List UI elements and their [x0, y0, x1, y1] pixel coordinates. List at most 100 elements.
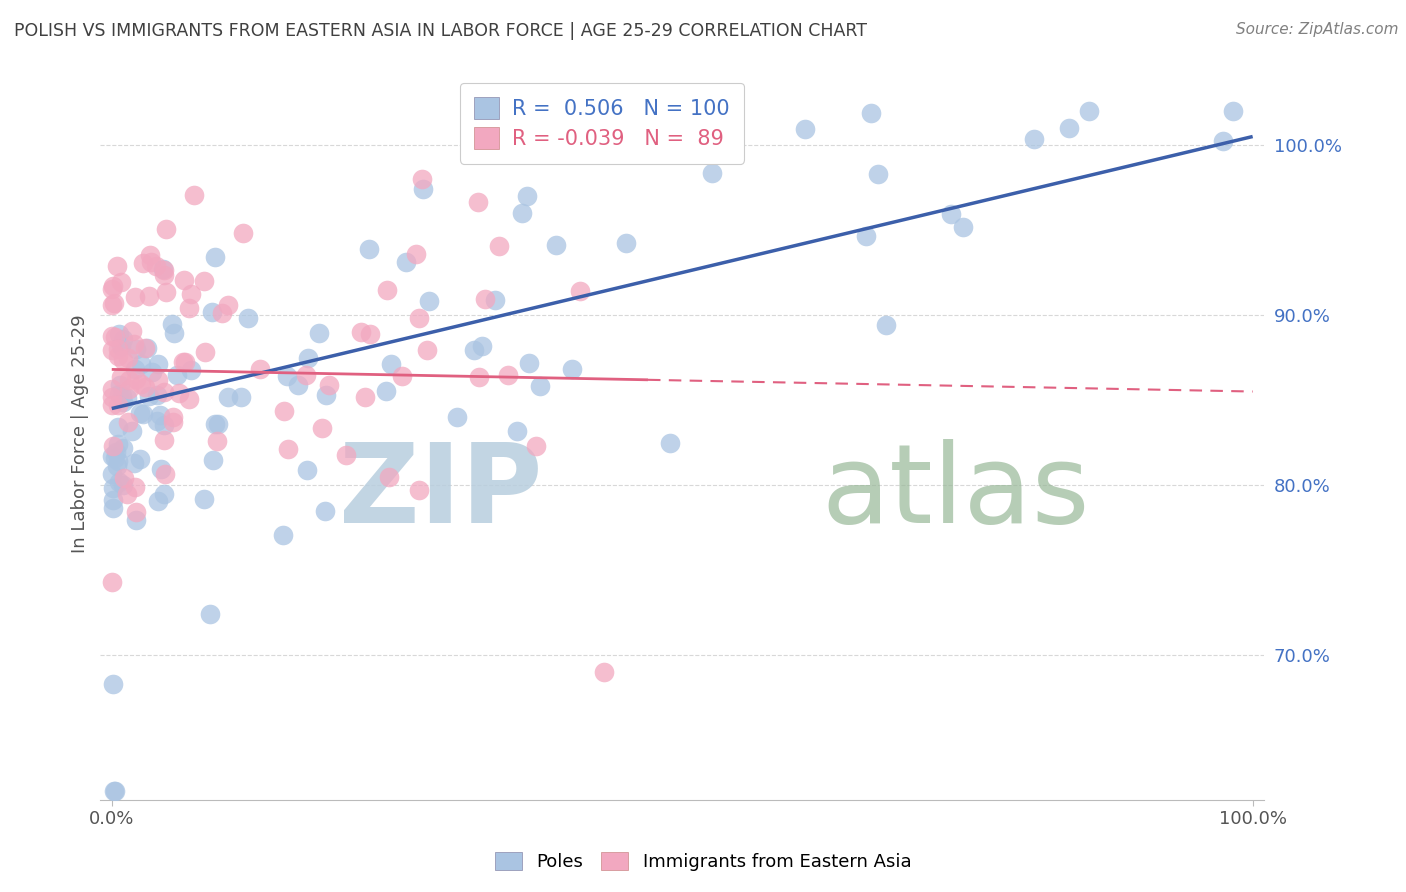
Point — [207, 417, 229, 431]
Point — [418, 294, 440, 309]
Point — [1222, 103, 1244, 118]
Point — [112, 395, 135, 409]
Point — [180, 286, 202, 301]
Point — [295, 368, 318, 382]
Point — [446, 410, 468, 425]
Point — [118, 372, 141, 386]
Point — [129, 377, 152, 392]
Point — [112, 441, 135, 455]
Y-axis label: In Labor Force | Age 25-29: In Labor Force | Age 25-29 — [72, 315, 89, 553]
Point — [463, 343, 485, 357]
Point — [217, 390, 239, 404]
Point — [101, 493, 124, 508]
Point — [183, 188, 205, 202]
Point — [141, 366, 163, 380]
Point — [148, 357, 170, 371]
Point — [315, 388, 337, 402]
Point — [177, 301, 200, 315]
Point — [516, 188, 538, 202]
Point — [378, 470, 401, 484]
Point — [101, 279, 124, 293]
Point — [112, 478, 135, 492]
Point — [229, 390, 252, 404]
Point — [146, 373, 169, 387]
Point — [153, 467, 176, 482]
Point — [194, 344, 217, 359]
Point — [101, 439, 124, 453]
Point — [115, 391, 138, 405]
Point — [616, 235, 638, 250]
Point — [218, 298, 240, 312]
Point — [174, 355, 197, 369]
Point — [350, 325, 373, 339]
Point — [125, 505, 148, 519]
Point — [468, 370, 491, 384]
Point — [124, 336, 146, 351]
Point — [193, 492, 215, 507]
Point — [155, 221, 177, 235]
Point — [101, 575, 124, 590]
Point — [101, 382, 124, 396]
Point — [474, 293, 496, 307]
Point — [111, 353, 134, 368]
Point — [162, 415, 184, 429]
Point — [105, 458, 128, 473]
Point — [107, 454, 129, 468]
Point — [277, 442, 299, 456]
Point — [568, 285, 591, 299]
Point — [104, 784, 127, 798]
Text: Source: ZipAtlas.com: Source: ZipAtlas.com — [1236, 22, 1399, 37]
Point — [101, 397, 124, 411]
Point — [124, 362, 146, 376]
Point — [484, 293, 506, 307]
Point — [318, 378, 340, 392]
Point — [146, 414, 169, 428]
Point — [105, 259, 128, 273]
Point — [335, 448, 357, 462]
Point — [1078, 103, 1101, 118]
Point — [471, 339, 494, 353]
Point — [110, 339, 132, 353]
Point — [204, 250, 226, 264]
Point — [354, 390, 377, 404]
Point — [391, 369, 413, 384]
Point — [110, 370, 132, 384]
Point — [249, 362, 271, 376]
Point — [659, 435, 682, 450]
Point — [131, 407, 153, 421]
Point — [375, 384, 398, 398]
Point — [107, 475, 129, 489]
Point — [138, 289, 160, 303]
Point — [180, 363, 202, 377]
Point — [412, 181, 434, 195]
Point — [101, 328, 124, 343]
Point — [153, 487, 176, 501]
Point — [496, 368, 519, 383]
Point — [211, 306, 233, 320]
Text: ZIP: ZIP — [339, 439, 543, 546]
Point — [153, 263, 176, 277]
Point — [166, 368, 188, 382]
Point — [146, 387, 169, 401]
Point — [134, 380, 156, 394]
Point — [308, 326, 330, 341]
Point — [103, 677, 125, 691]
Point — [162, 409, 184, 424]
Point — [149, 462, 172, 476]
Point — [124, 290, 146, 304]
Point — [405, 246, 427, 260]
Point — [408, 311, 430, 326]
Legend: Poles, Immigrants from Eastern Asia: Poles, Immigrants from Eastern Asia — [488, 845, 918, 879]
Point — [544, 238, 567, 252]
Point — [173, 273, 195, 287]
Point — [153, 433, 176, 447]
Point — [135, 341, 157, 355]
Point — [205, 434, 228, 448]
Point — [103, 784, 125, 798]
Point — [467, 195, 489, 210]
Point — [236, 311, 259, 326]
Point — [271, 527, 294, 541]
Point — [273, 403, 295, 417]
Point — [110, 275, 132, 289]
Point — [111, 389, 134, 403]
